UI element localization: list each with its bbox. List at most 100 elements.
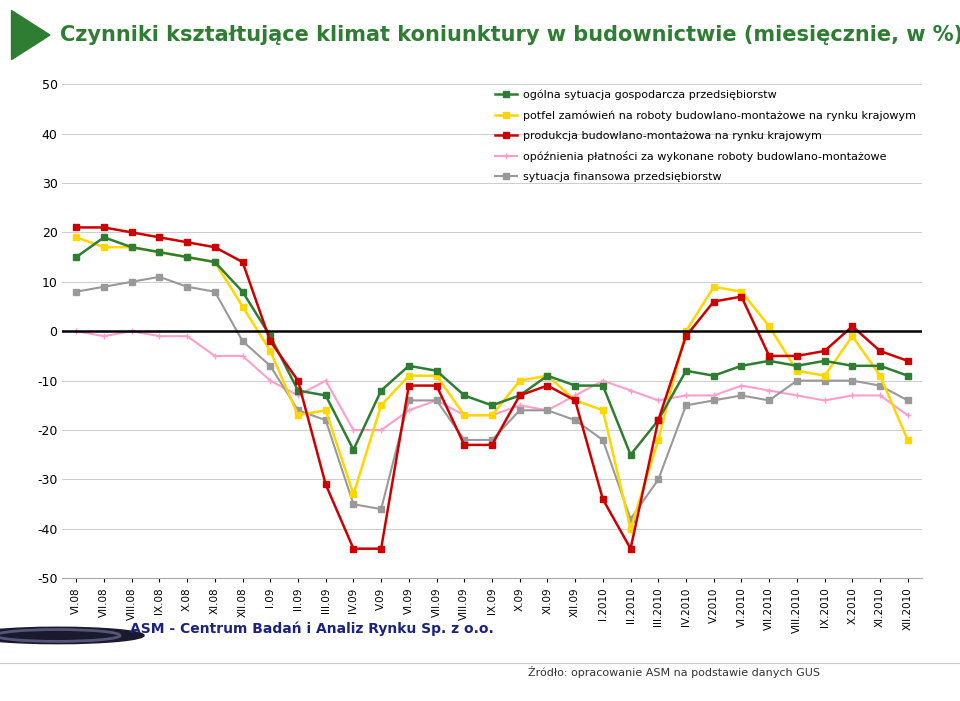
opóźnienia płatności za wykonane roboty budowlano-montażowe [486, 411, 497, 419]
sytuacja finansowa przedsiębiorstw [292, 406, 303, 414]
sytuacja finansowa przedsiębiorstw [819, 376, 830, 385]
ogólna sytuacja gospodarcza przedsiębiorstw [403, 362, 415, 370]
produkcja budowlano-montażowa na rynku krajowym [126, 229, 137, 237]
ogólna sytuacja gospodarcza przedsiębiorstw [98, 233, 109, 242]
sytuacja finansowa przedsiębiorstw [209, 287, 221, 296]
produkcja budowlano-montażowa na rynku krajowym [735, 292, 747, 301]
opóźnienia płatności za wykonane roboty budowlano-montażowe [569, 391, 581, 400]
potfel zamówień na roboty budowlano-montażowe na rynku krajowym [237, 302, 249, 311]
ogólna sytuacja gospodarcza przedsiębiorstw [902, 372, 914, 380]
Line: opóźnienia płatności za wykonane roboty budowlano-montażowe: opóźnienia płatności za wykonane roboty … [73, 328, 911, 433]
ogólna sytuacja gospodarcza przedsiębiorstw [154, 248, 165, 257]
produkcja budowlano-montażowa na rynku krajowym [98, 223, 109, 231]
opóźnienia płatności za wykonane roboty budowlano-montażowe [375, 426, 387, 435]
produkcja budowlano-montażowa na rynku krajowym [375, 545, 387, 553]
ogólna sytuacja gospodarcza przedsiębiorstw [653, 416, 664, 424]
Text: Czynniki kształtujące klimat koniunktury w budownictwie (miesięcznie, w %): Czynniki kształtujące klimat koniunktury… [60, 25, 960, 45]
produkcja budowlano-montażowa na rynku krajowym [431, 381, 443, 390]
opóźnienia płatności za wykonane roboty budowlano-montażowe [902, 411, 914, 419]
sytuacja finansowa przedsiębiorstw [98, 283, 109, 291]
opóźnienia płatności za wykonane roboty budowlano-montażowe [265, 376, 276, 385]
opóźnienia płatności za wykonane roboty budowlano-montażowe [875, 391, 886, 400]
sytuacja finansowa przedsiębiorstw [375, 505, 387, 513]
produkcja budowlano-montażowa na rynku krajowym [681, 332, 692, 341]
ogólna sytuacja gospodarcza przedsiębiorstw [431, 367, 443, 375]
Legend: ogólna sytuacja gospodarcza przedsiębiorstw, potfel zamówień na roboty budowlano: ogólna sytuacja gospodarcza przedsiębior… [495, 90, 916, 182]
potfel zamówień na roboty budowlano-montażowe na rynku krajowym [126, 243, 137, 252]
opóźnienia płatności za wykonane roboty budowlano-montażowe [320, 376, 331, 385]
opóźnienia płatności za wykonane roboty budowlano-montażowe [209, 352, 221, 360]
produkcja budowlano-montażowa na rynku krajowym [875, 347, 886, 355]
produkcja budowlano-montażowa na rynku krajowym [708, 297, 719, 306]
potfel zamówień na roboty budowlano-montażowe na rynku krajowym [154, 248, 165, 257]
potfel zamówień na roboty budowlano-montażowe na rynku krajowym [597, 406, 609, 414]
opóźnienia płatności za wykonane roboty budowlano-montażowe [348, 426, 359, 435]
potfel zamówień na roboty budowlano-montażowe na rynku krajowym [375, 401, 387, 409]
produkcja budowlano-montażowa na rynku krajowym [181, 238, 193, 247]
opóźnienia płatności za wykonane roboty budowlano-montażowe [431, 396, 443, 404]
potfel zamówień na roboty budowlano-montażowe na rynku krajowym [763, 322, 775, 330]
sytuacja finansowa przedsiębiorstw [320, 416, 331, 424]
Text: ASM - Centrum Badań i Analiz Rynku Sp. z o.o.: ASM - Centrum Badań i Analiz Rynku Sp. z… [130, 622, 493, 637]
opóźnienia płatności za wykonane roboty budowlano-montażowe [181, 332, 193, 341]
sytuacja finansowa przedsiębiorstw [847, 376, 858, 385]
sytuacja finansowa przedsiębiorstw [265, 362, 276, 370]
produkcja budowlano-montażowa na rynku krajowym [597, 495, 609, 503]
sytuacja finansowa przedsiębiorstw [181, 283, 193, 291]
Line: ogólna sytuacja gospodarcza przedsiębiorstw: ogólna sytuacja gospodarcza przedsiębior… [73, 234, 911, 458]
ogólna sytuacja gospodarcza przedsiębiorstw [320, 391, 331, 400]
ogólna sytuacja gospodarcza przedsiębiorstw [209, 258, 221, 266]
produkcja budowlano-montażowa na rynku krajowym [791, 352, 803, 360]
ogólna sytuacja gospodarcza przedsiębiorstw [735, 362, 747, 370]
produkcja budowlano-montażowa na rynku krajowym [320, 480, 331, 489]
produkcja budowlano-montażowa na rynku krajowym [486, 441, 497, 449]
potfel zamówień na roboty budowlano-montażowe na rynku krajowym [819, 372, 830, 380]
potfel zamówień na roboty budowlano-montażowe na rynku krajowym [681, 327, 692, 336]
opóźnienia płatności za wykonane roboty budowlano-montażowe [791, 391, 803, 400]
potfel zamówień na roboty budowlano-montażowe na rynku krajowym [791, 367, 803, 375]
ogólna sytuacja gospodarcza przedsiębiorstw [819, 357, 830, 365]
Polygon shape [12, 11, 50, 60]
potfel zamówień na roboty budowlano-montażowe na rynku krajowym [320, 406, 331, 414]
sytuacja finansowa przedsiębiorstw [681, 401, 692, 409]
ogólna sytuacja gospodarcza przedsiębiorstw [70, 253, 82, 261]
opóźnienia płatności za wykonane roboty budowlano-montażowe [625, 386, 636, 395]
opóźnienia płatności za wykonane roboty budowlano-montażowe [847, 391, 858, 400]
opóźnienia płatności za wykonane roboty budowlano-montażowe [154, 332, 165, 341]
potfel zamówień na roboty budowlano-montażowe na rynku krajowym [431, 372, 443, 380]
opóźnienia płatności za wykonane roboty budowlano-montażowe [819, 396, 830, 404]
sytuacja finansowa przedsiębiorstw [597, 436, 609, 444]
sytuacja finansowa przedsiębiorstw [403, 396, 415, 404]
Circle shape [0, 627, 144, 644]
opóźnienia płatności za wykonane roboty budowlano-montażowe [98, 332, 109, 341]
sytuacja finansowa przedsiębiorstw [569, 416, 581, 424]
opóźnienia płatności za wykonane roboty budowlano-montażowe [708, 391, 719, 400]
potfel zamówień na roboty budowlano-montażowe na rynku krajowym [181, 253, 193, 261]
produkcja budowlano-montażowa na rynku krajowym [819, 347, 830, 355]
sytuacja finansowa przedsiębiorstw [459, 436, 470, 444]
opóźnienia płatności za wykonane roboty budowlano-montażowe [541, 406, 553, 414]
potfel zamówień na roboty budowlano-montażowe na rynku krajowym [708, 283, 719, 291]
produkcja budowlano-montażowa na rynku krajowym [70, 223, 82, 231]
potfel zamówień na roboty budowlano-montażowe na rynku krajowym [70, 233, 82, 242]
potfel zamówień na roboty budowlano-montażowe na rynku krajowym [875, 372, 886, 380]
opóźnienia płatności za wykonane roboty budowlano-montażowe [514, 401, 525, 409]
potfel zamówień na roboty budowlano-montażowe na rynku krajowym [459, 411, 470, 419]
sytuacja finansowa przedsiębiorstw [126, 278, 137, 286]
opóźnienia płatności za wykonane roboty budowlano-montażowe [681, 391, 692, 400]
Line: potfel zamówień na roboty budowlano-montażowe na rynku krajowym: potfel zamówień na roboty budowlano-mont… [73, 234, 911, 532]
ogólna sytuacja gospodarcza przedsiębiorstw [763, 357, 775, 365]
ogólna sytuacja gospodarcza przedsiębiorstw [625, 451, 636, 459]
potfel zamówień na roboty budowlano-montażowe na rynku krajowym [265, 347, 276, 355]
Text: Źródło: opracowanie ASM na podstawie danych GUS: Źródło: opracowanie ASM na podstawie dan… [528, 666, 820, 678]
ogólna sytuacja gospodarcza przedsiębiorstw [875, 362, 886, 370]
potfel zamówień na roboty budowlano-montażowe na rynku krajowym [292, 411, 303, 419]
potfel zamówień na roboty budowlano-montażowe na rynku krajowym [847, 332, 858, 341]
ogólna sytuacja gospodarcza przedsiębiorstw [569, 381, 581, 390]
potfel zamówień na roboty budowlano-montażowe na rynku krajowym [625, 524, 636, 533]
ogólna sytuacja gospodarcza przedsiębiorstw [681, 367, 692, 375]
sytuacja finansowa przedsiębiorstw [431, 396, 443, 404]
produkcja budowlano-montażowa na rynku krajowym [209, 243, 221, 252]
opóźnienia płatności za wykonane roboty budowlano-montażowe [70, 327, 82, 336]
sytuacja finansowa przedsiębiorstw [486, 436, 497, 444]
